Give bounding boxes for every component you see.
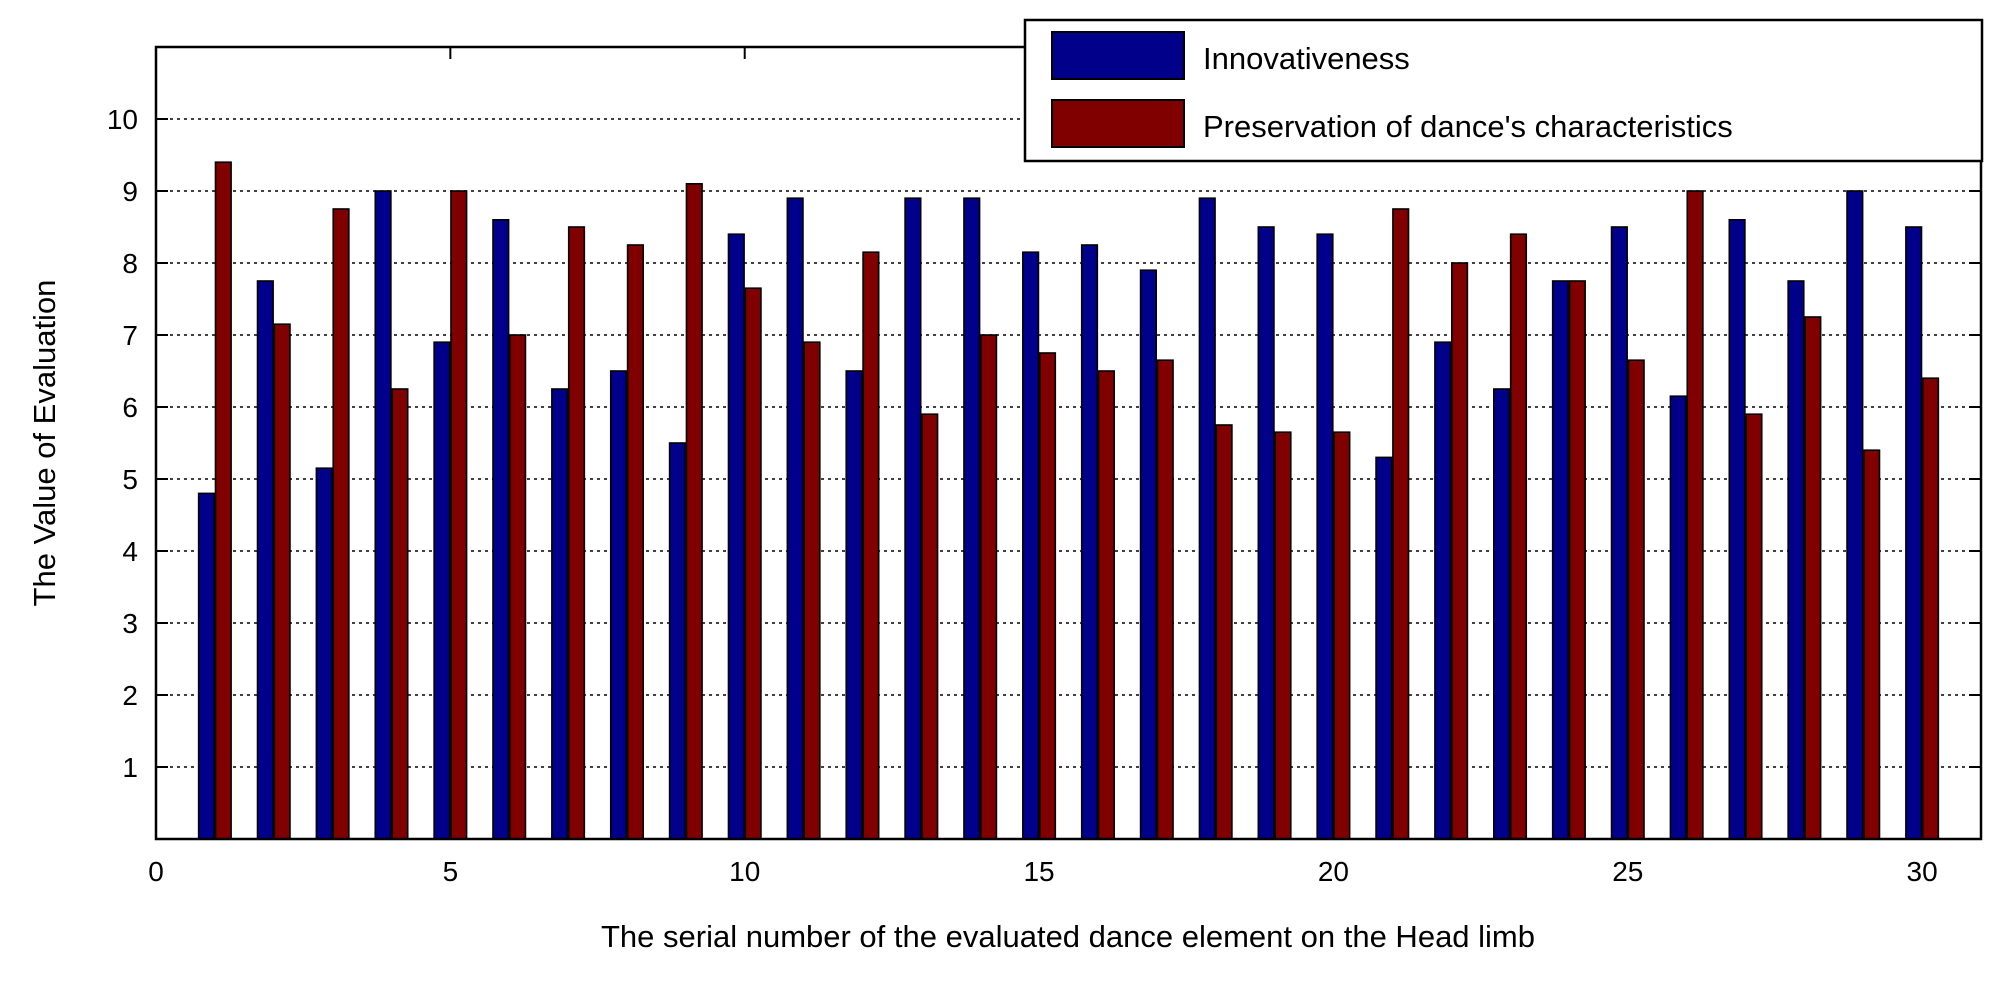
bar-series2-28 xyxy=(1804,316,1822,840)
legend-swatch-preservation xyxy=(1051,99,1185,148)
y-tick-label-4: 4 xyxy=(122,536,138,567)
bar-series1-27 xyxy=(1728,219,1746,840)
y-tick-label-6: 6 xyxy=(122,392,138,423)
x-tick-label-20: 20 xyxy=(1318,856,1349,887)
bar-series1-5 xyxy=(433,341,451,840)
bar-series2-30 xyxy=(1921,377,1940,840)
y-tick-label-5: 5 xyxy=(122,464,138,495)
bar-series2-23 xyxy=(1509,233,1528,840)
bar-series1-10 xyxy=(727,233,745,840)
bar-series2-7 xyxy=(567,226,586,840)
plot-area xyxy=(156,47,1981,839)
bar-series2-10 xyxy=(744,287,762,840)
bar-series2-11 xyxy=(803,341,821,840)
bar-series1-14 xyxy=(963,197,981,840)
bar-series1-29 xyxy=(1846,190,1864,840)
bar-series2-5 xyxy=(450,190,468,840)
bar-series2-4 xyxy=(391,388,409,840)
bar-series2-29 xyxy=(1863,449,1881,840)
legend-swatch-innovativeness xyxy=(1051,31,1185,80)
y-tick-label-9: 9 xyxy=(122,176,138,207)
bar-series2-24 xyxy=(1568,280,1586,840)
x-axis-ticks: 0 5 10 15 20 25 30 xyxy=(148,47,1938,887)
bar-series2-6 xyxy=(509,334,527,840)
x-tick-label-0: 0 xyxy=(148,856,164,887)
bar-series1-13 xyxy=(904,197,922,840)
bar-series2-22 xyxy=(1450,262,1469,840)
bar-series2-17 xyxy=(1156,359,1174,840)
bar-series1-25 xyxy=(1610,226,1628,840)
x-tick-label-15: 15 xyxy=(1023,856,1054,887)
bar-series2-15 xyxy=(1038,352,1057,840)
bar-series1-30 xyxy=(1905,226,1923,840)
bar-series1-9 xyxy=(668,442,687,840)
bar-series2-16 xyxy=(1097,370,1115,840)
bar-series2-8 xyxy=(626,244,644,840)
bar-series2-9 xyxy=(685,183,703,840)
bar-series1-12 xyxy=(845,370,863,840)
bar-series1-3 xyxy=(315,467,333,840)
bars xyxy=(197,161,1940,840)
bar-series2-13 xyxy=(921,413,939,840)
bar-series1-21 xyxy=(1375,456,1393,840)
bar-series1-19 xyxy=(1257,226,1275,840)
bar-series1-20 xyxy=(1316,233,1334,840)
bar-series2-14 xyxy=(980,334,998,840)
bar-series1-4 xyxy=(374,190,392,840)
bar-series1-24 xyxy=(1551,280,1570,840)
bar-series1-23 xyxy=(1493,388,1511,840)
bar-series2-21 xyxy=(1392,208,1410,840)
legend: Innovativeness Preservation of dance's c… xyxy=(1023,18,1984,163)
bar-series1-8 xyxy=(609,370,628,840)
bar-series2-2 xyxy=(273,323,291,840)
y-tick-label-8: 8 xyxy=(122,248,138,279)
legend-label-preservation: Preservation of dance's characteristics xyxy=(1203,109,1733,144)
y-tick-label-10: 10 xyxy=(107,104,138,135)
bar-series2-1 xyxy=(214,161,232,840)
bar-series2-3 xyxy=(332,208,350,840)
bar-series1-17 xyxy=(1139,269,1157,840)
bar-series1-16 xyxy=(1080,244,1099,840)
bar-series2-26 xyxy=(1686,190,1704,840)
y-tick-label-3: 3 xyxy=(122,608,138,639)
y-tick-label-7: 7 xyxy=(122,320,138,351)
bar-series1-2 xyxy=(256,280,274,840)
bar-series2-19 xyxy=(1274,431,1292,840)
x-tick-label-5: 5 xyxy=(443,856,459,887)
bar-series2-12 xyxy=(862,251,880,840)
bar-series1-1 xyxy=(197,492,216,840)
y-tick-label-2: 2 xyxy=(122,680,138,711)
x-tick-label-25: 25 xyxy=(1612,856,1643,887)
y-axis-ticks: 1 2 3 4 5 6 7 8 9 10 xyxy=(107,104,1981,783)
y-axis-label: The Value of Evaluation xyxy=(27,280,62,607)
bar-series1-15 xyxy=(1022,251,1040,840)
bar-series2-20 xyxy=(1333,431,1351,840)
bar-series2-25 xyxy=(1627,359,1645,840)
bar-series2-18 xyxy=(1215,424,1233,840)
bar-series1-26 xyxy=(1669,395,1687,840)
bar-series1-22 xyxy=(1434,341,1452,840)
bar-series2-27 xyxy=(1745,413,1763,840)
x-tick-label-10: 10 xyxy=(729,856,760,887)
bar-series1-11 xyxy=(786,197,804,840)
bar-series1-18 xyxy=(1198,197,1216,840)
x-axis-label: The serial number of the evaluated dance… xyxy=(601,919,1535,954)
x-tick-label-30: 30 xyxy=(1907,856,1938,887)
bar-series1-6 xyxy=(492,219,510,840)
bar-series1-7 xyxy=(551,388,569,840)
bar-series1-28 xyxy=(1787,280,1805,840)
legend-label-innovativeness: Innovativeness xyxy=(1203,41,1410,76)
y-tick-label-1: 1 xyxy=(122,752,138,783)
